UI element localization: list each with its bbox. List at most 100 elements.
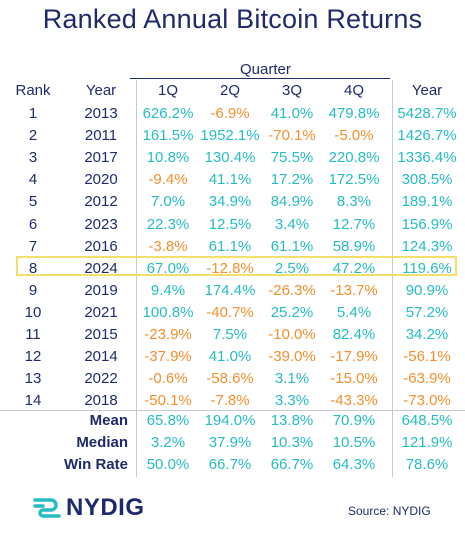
quarter-return-cell: -7.8%: [210, 392, 250, 410]
quarter-return-cell: 41.0%: [270, 105, 314, 122]
header-q3: 3Q: [281, 82, 302, 99]
quarter-return-cell: 100.8%: [142, 303, 194, 321]
rank-cell: 7: [28, 237, 38, 255]
quarter-return-cell: -40.7%: [206, 303, 254, 321]
table-row: 1 2013 626.2% -6.9% 41.0% 479.8% 5428.7%: [0, 103, 465, 125]
quarter-return-cell: 41.1%: [208, 171, 252, 189]
stat-label: Win Rate: [63, 456, 128, 473]
rank-cell: 5: [28, 193, 38, 211]
rank-cell: 8: [28, 259, 38, 277]
rank-cell: 9: [28, 281, 38, 299]
year-cell: 2012: [84, 193, 118, 211]
quarter-return-cell: 174.4%: [204, 281, 256, 299]
year-return-cell: 1336.4%: [397, 149, 457, 167]
header-q4: 4Q: [343, 82, 364, 99]
nydig-logo-text: NYDIG: [66, 494, 145, 521]
table-header-row: Rank Year 1Q 2Q 3Q 4Q Year: [0, 80, 465, 102]
year-cell: 2015: [84, 326, 118, 343]
rank-cell: 10: [24, 303, 42, 321]
stat-value-cell: 66.7%: [208, 456, 252, 473]
quarter-return-cell: 7.5%: [212, 326, 248, 343]
rank-cell: 13: [24, 370, 42, 388]
table-row: 6 2023 22.3% 12.5% 3.4% 12.7% 156.9%: [0, 214, 465, 236]
stats-row: Median 3.2% 37.9% 10.3% 10.5% 121.9%: [0, 432, 465, 454]
table-row: 5 2012 7.0% 34.9% 84.9% 8.3% 189.1%: [0, 191, 465, 213]
quarter-return-cell: -50.1%: [144, 392, 192, 410]
year-return-cell: 189.1%: [401, 193, 453, 211]
year-cell: 2020: [84, 171, 118, 189]
quarter-return-cell: 3.3%: [274, 392, 310, 410]
stat-year-cell: 648.5%: [401, 412, 453, 429]
quarter-return-cell: -43.3%: [330, 392, 378, 410]
quarter-return-cell: 1952.1%: [200, 127, 260, 145]
header-rank: Rank: [15, 82, 51, 99]
quarter-return-cell: -70.1%: [268, 127, 316, 145]
quarter-header-underline: [130, 78, 390, 79]
quarter-return-cell: -15.0%: [330, 370, 378, 388]
table-row: 7 2016 -3.8% 61.1% 61.1% 58.9% 124.3%: [0, 236, 465, 258]
table-row: 4 2020 -9.4% 41.1% 17.2% 172.5% 308.5%: [0, 169, 465, 191]
stat-value-cell: 3.2%: [150, 434, 186, 451]
table-row: 2 2011 161.5% 1952.1% -70.1% -5.0% 1426.7%: [0, 125, 465, 147]
quarter-return-cell: 220.8%: [328, 149, 380, 167]
stat-value-cell: 10.3%: [270, 434, 314, 451]
quarter-return-cell: -37.9%: [144, 348, 192, 366]
quarter-return-cell: 61.1%: [208, 237, 252, 255]
rank-cell: 3: [28, 149, 38, 167]
stat-value-cell: 64.3%: [332, 456, 376, 473]
quarter-return-cell: 61.1%: [270, 237, 314, 255]
rank-cell: 12: [24, 348, 42, 366]
table-row: 13 2022 -0.6% -58.6% 3.1% -15.0% -63.9%: [0, 368, 465, 390]
year-cell: 2016: [84, 237, 118, 255]
stat-year-cell: 78.6%: [405, 456, 449, 473]
quarter-return-cell: 3.4%: [274, 215, 310, 233]
year-cell: 2017: [84, 149, 118, 167]
quarter-return-cell: 34.9%: [208, 193, 252, 211]
quarter-return-cell: 10.8%: [146, 149, 190, 167]
quarter-return-cell: 161.5%: [142, 127, 194, 145]
year-cell: 2019: [84, 281, 118, 299]
quarter-return-cell: 25.2%: [270, 303, 314, 321]
year-cell: 2014: [84, 348, 118, 366]
year-return-cell: 34.2%: [405, 326, 449, 343]
quarter-group-header: Quarter: [240, 61, 291, 78]
quarter-return-cell: -12.8%: [206, 259, 254, 277]
stat-label: Median: [76, 434, 128, 451]
stat-value-cell: 65.8%: [146, 412, 190, 429]
quarter-return-cell: 84.9%: [270, 193, 314, 211]
header-q2: 2Q: [219, 82, 240, 99]
year-return-cell: 57.2%: [405, 303, 449, 321]
year-return-cell: -73.0%: [403, 392, 451, 410]
year-return-cell: 1426.7%: [397, 127, 457, 145]
source-note: Source: NYDIG: [348, 504, 431, 518]
quarter-return-cell: 75.5%: [270, 149, 314, 167]
year-return-cell: 119.6%: [402, 259, 452, 277]
quarter-return-cell: -6.9%: [210, 105, 250, 122]
year-return-cell: -63.9%: [403, 370, 451, 388]
quarter-return-cell: -10.0%: [268, 326, 316, 343]
header-q1: 1Q: [157, 82, 178, 99]
year-return-cell: 90.9%: [405, 281, 449, 299]
quarter-return-cell: 7.0%: [150, 193, 186, 211]
highlighted-row-outline: [16, 256, 457, 276]
quarter-return-cell: 8.3%: [336, 193, 372, 211]
rank-cell: 14: [24, 392, 42, 410]
year-cell: 2018: [84, 392, 118, 410]
quarter-return-cell: 41.0%: [208, 348, 252, 366]
quarter-return-cell: -58.6%: [206, 370, 254, 388]
rank-cell: 6: [28, 215, 38, 233]
quarter-return-cell: 47.2%: [332, 259, 376, 277]
rank-cell: 1: [28, 105, 38, 122]
quarter-return-cell: 626.2%: [142, 105, 194, 122]
stat-value-cell: 13.8%: [270, 412, 314, 429]
quarter-return-cell: 172.5%: [328, 171, 380, 189]
quarter-return-cell: 479.8%: [328, 105, 380, 122]
stats-row: Mean 65.8% 194.0% 13.8% 70.9% 648.5%: [0, 410, 465, 432]
stat-year-cell: 121.9%: [401, 434, 453, 451]
year-return-cell: 156.9%: [401, 215, 453, 233]
quarter-return-cell: -9.4%: [148, 171, 188, 189]
quarter-return-cell: -26.3%: [268, 281, 316, 299]
quarter-return-cell: 12.7%: [332, 215, 376, 233]
year-return-cell: 5428.7%: [397, 105, 457, 122]
table-row: 9 2019 9.4% 174.4% -26.3% -13.7% 90.9%: [0, 280, 465, 302]
